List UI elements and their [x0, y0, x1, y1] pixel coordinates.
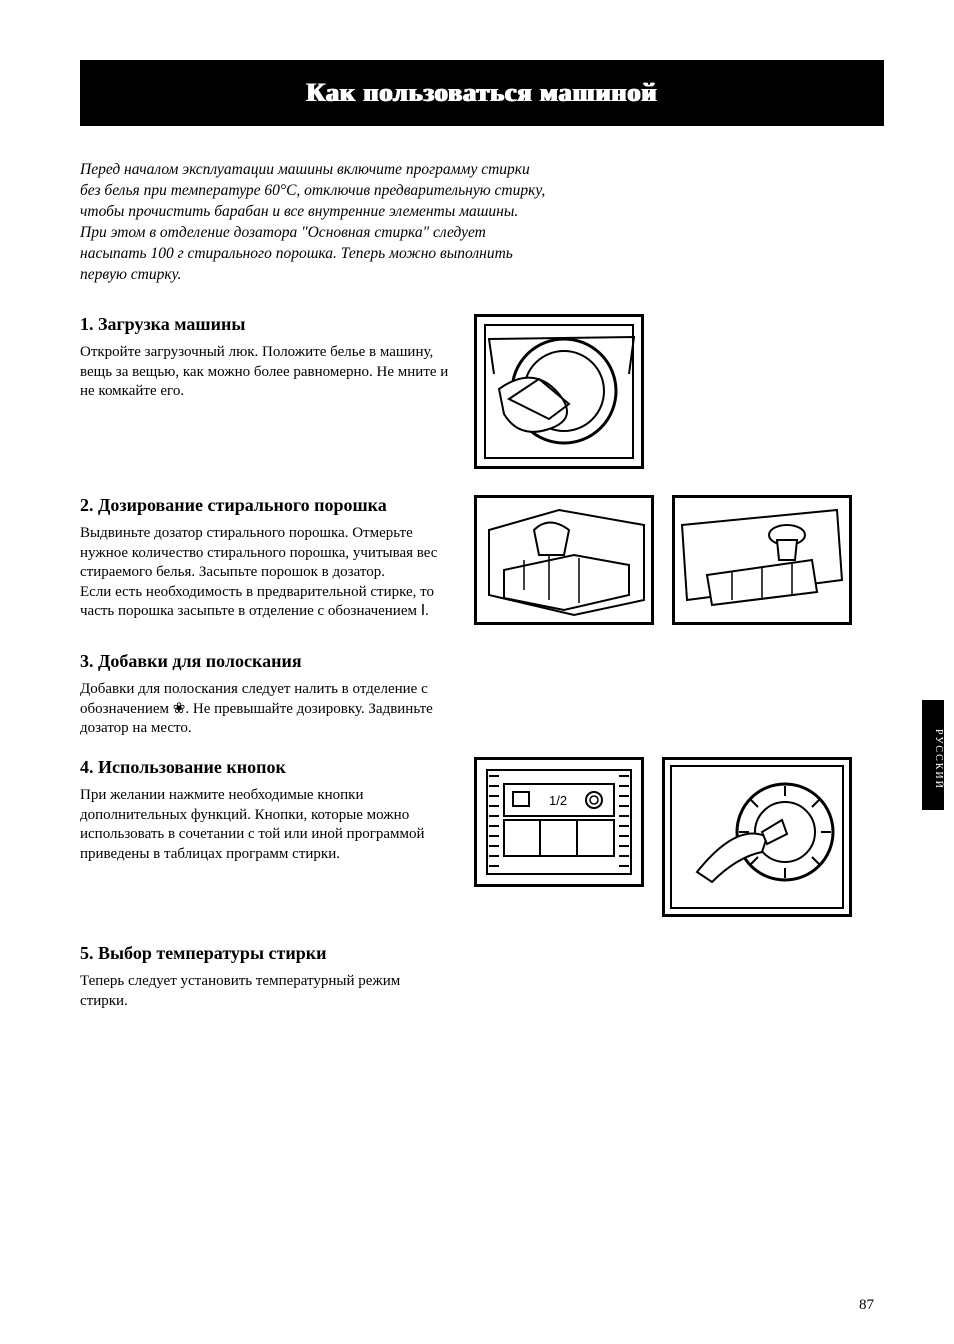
illustration-dial — [662, 757, 852, 917]
section-3-heading: 3. Добавки для полоскания — [80, 651, 450, 673]
section-1-text: 1. Загрузка машины Откройте загрузочный … — [80, 314, 450, 402]
svg-text:1/2: 1/2 — [549, 793, 567, 808]
page-number: 87 — [859, 1297, 874, 1314]
section-3: 3. Добавки для полоскания Добавки для по… — [80, 651, 884, 739]
section-2-text: 2. Дозирование стирального порошка Выдви… — [80, 495, 450, 622]
illustration-drawer-open — [474, 495, 654, 625]
section-2: 2. Дозирование стирального порошка Выдви… — [80, 495, 884, 625]
page-container: Как пользоваться машиной Перед началом э… — [0, 0, 954, 1344]
section-4-text: 4. Использование кнопок При желании нажм… — [80, 757, 450, 865]
illustration-buttons: 1/2 — [474, 757, 644, 887]
section-5: 5. Выбор температуры стирки Теперь следу… — [80, 943, 884, 1012]
section-5-text: 5. Выбор температуры стирки Теперь следу… — [80, 943, 450, 1012]
section-1: 1. Загрузка машины Откройте загрузочный … — [80, 314, 884, 469]
section-4-heading: 4. Использование кнопок — [80, 757, 450, 779]
section-5-heading: 5. Выбор температуры стирки — [80, 943, 450, 965]
banner-title: Как пользоваться машиной — [306, 78, 657, 107]
title-banner: Как пользоваться машиной — [80, 60, 884, 126]
section-2-images — [474, 495, 884, 625]
section-1-heading: 1. Загрузка машины — [80, 314, 450, 336]
illustration-drawer-pour — [672, 495, 852, 625]
section-4-body: При желании нажмите необходимые кнопки д… — [80, 786, 450, 864]
intro-paragraph: Перед началом эксплуатации машины включи… — [80, 160, 546, 286]
section-1-body: Откройте загрузочный люк. Положите белье… — [80, 343, 450, 402]
side-language-tab: РУССКИЙ — [922, 700, 944, 810]
section-1-images — [474, 314, 884, 469]
section-5-body: Теперь следует установить температурный … — [80, 972, 450, 1011]
section-4-images: 1/2 — [474, 757, 884, 917]
section-2-heading: 2. Дозирование стирального порошка — [80, 495, 450, 517]
section-4: 4. Использование кнопок При желании нажм… — [80, 757, 884, 917]
section-2-body: Выдвиньте дозатор стирального порошка. О… — [80, 524, 450, 622]
section-3-text: 3. Добавки для полоскания Добавки для по… — [80, 651, 450, 739]
illustration-loading — [474, 314, 644, 469]
section-3-body: Добавки для полоскания следует налить в … — [80, 680, 450, 739]
